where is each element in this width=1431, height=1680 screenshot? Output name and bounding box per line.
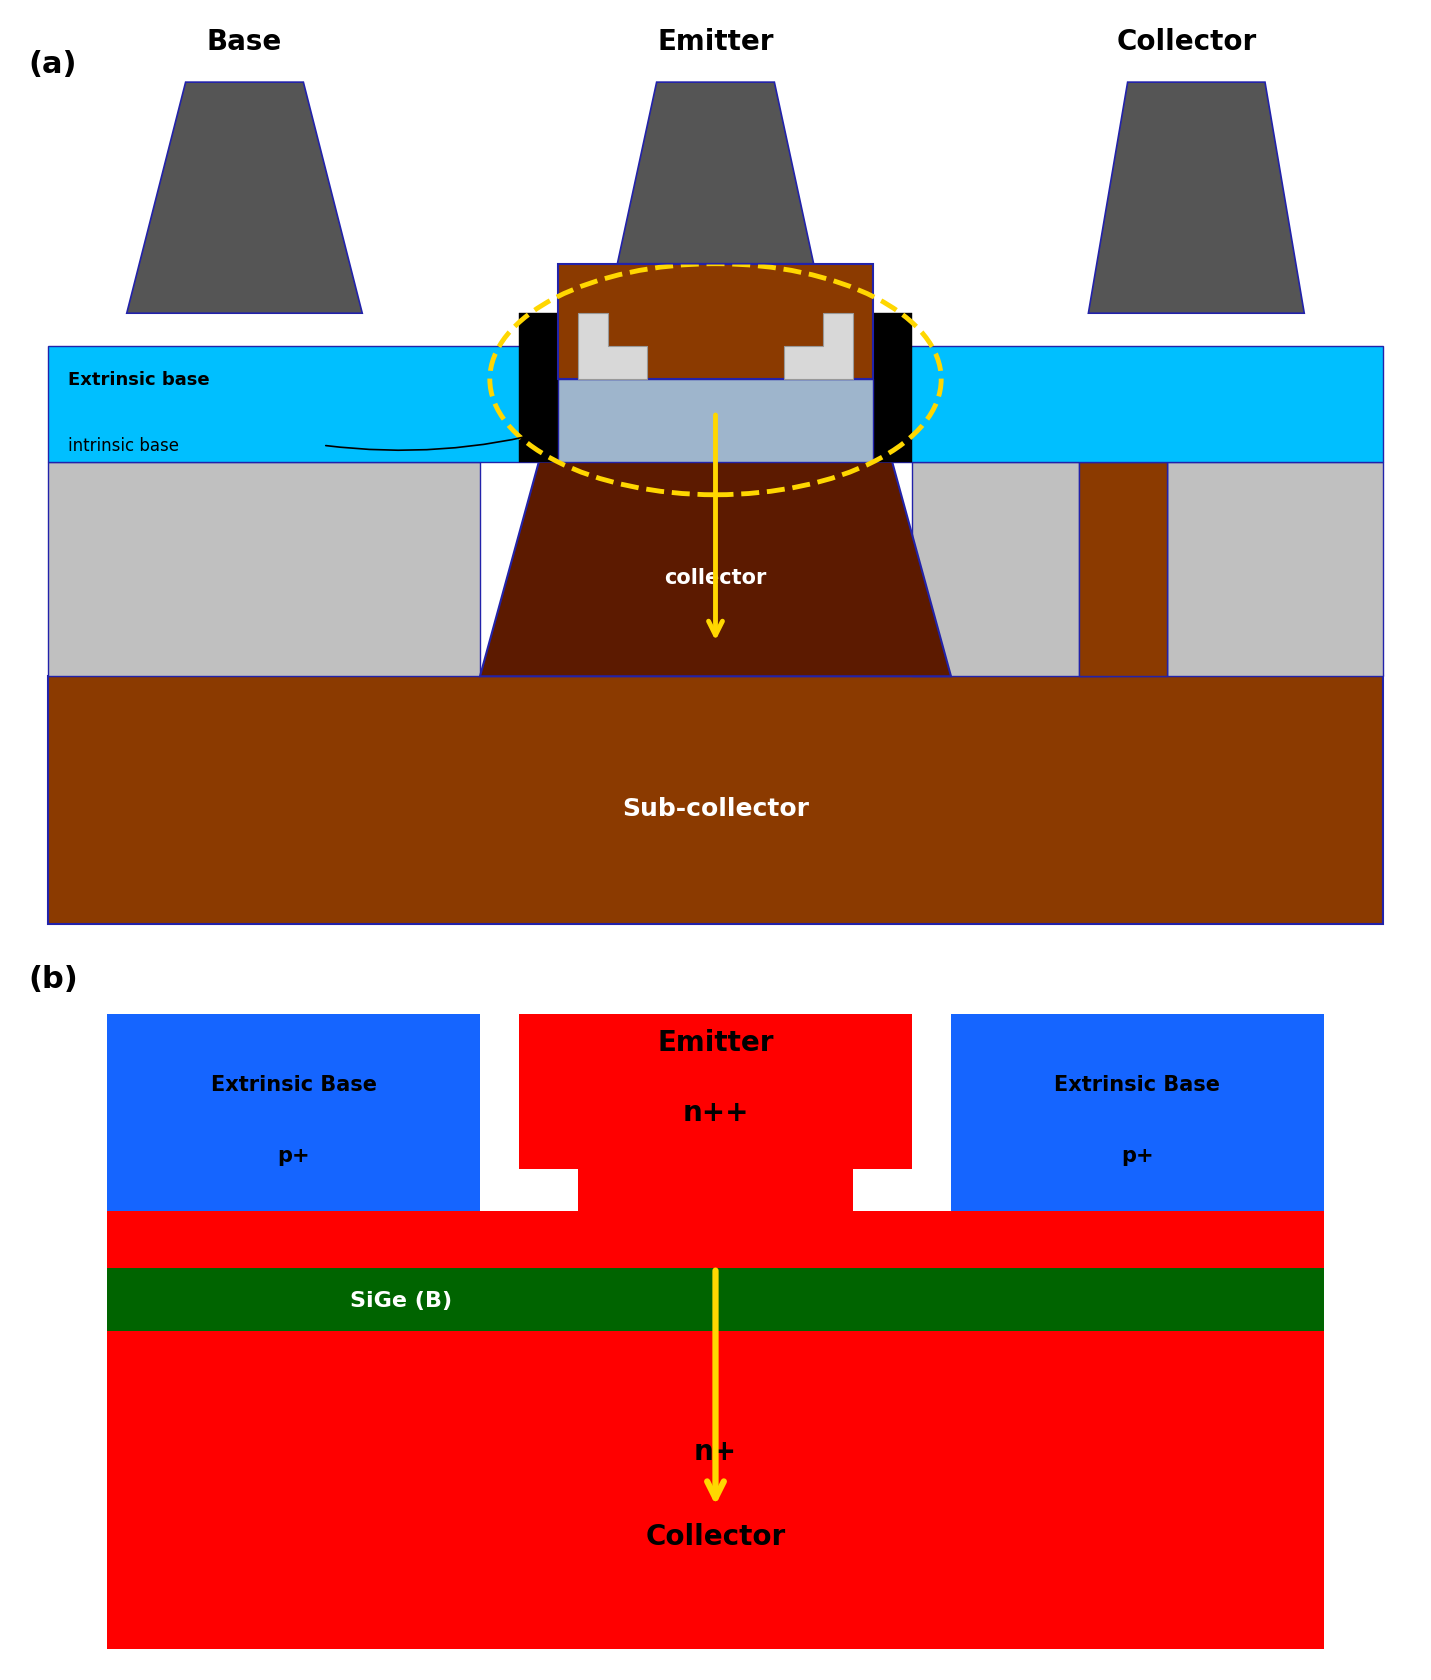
Bar — [873, 314, 912, 462]
Bar — [892, 348, 1382, 462]
Text: Sub-collector: Sub-collector — [622, 796, 809, 822]
Text: Base: Base — [207, 29, 282, 55]
Text: Collector: Collector — [1116, 29, 1256, 55]
Bar — [49, 348, 539, 462]
Text: intrinsic base: intrinsic base — [67, 437, 179, 455]
Text: (b): (b) — [29, 964, 79, 993]
Bar — [1166, 462, 1382, 677]
Polygon shape — [1079, 462, 1166, 677]
Text: n+: n+ — [694, 1438, 737, 1465]
Bar — [107, 1268, 1324, 1332]
Polygon shape — [127, 82, 362, 314]
Bar — [49, 462, 479, 677]
Text: n++: n++ — [683, 1099, 748, 1127]
Polygon shape — [1079, 462, 1166, 677]
Text: p+: p+ — [278, 1146, 311, 1166]
Bar — [519, 1015, 912, 1169]
Text: Emitter: Emitter — [657, 1028, 774, 1057]
Bar — [107, 1332, 1324, 1650]
Bar — [107, 1211, 1324, 1268]
Bar — [519, 314, 558, 462]
Text: SiGe (B): SiGe (B) — [351, 1290, 452, 1310]
Bar — [558, 380, 873, 462]
Text: Extrinsic base: Extrinsic base — [67, 371, 209, 390]
Polygon shape — [617, 82, 814, 264]
Polygon shape — [578, 314, 647, 380]
Polygon shape — [784, 314, 853, 380]
Text: collector: collector — [664, 568, 767, 588]
Bar — [558, 264, 873, 380]
Bar — [952, 1015, 1324, 1211]
Text: (a): (a) — [29, 50, 77, 79]
Text: Emitter: Emitter — [657, 29, 774, 55]
Bar — [49, 677, 1382, 924]
Bar — [107, 1015, 479, 1211]
Text: Collector: Collector — [645, 1522, 786, 1551]
Text: p+: p+ — [1120, 1146, 1153, 1166]
Polygon shape — [1089, 82, 1304, 314]
Polygon shape — [479, 462, 952, 677]
Bar — [578, 1169, 853, 1268]
Text: Extrinsic Base: Extrinsic Base — [210, 1075, 376, 1095]
Bar — [912, 462, 1108, 677]
Text: Extrinsic Base: Extrinsic Base — [1055, 1075, 1221, 1095]
